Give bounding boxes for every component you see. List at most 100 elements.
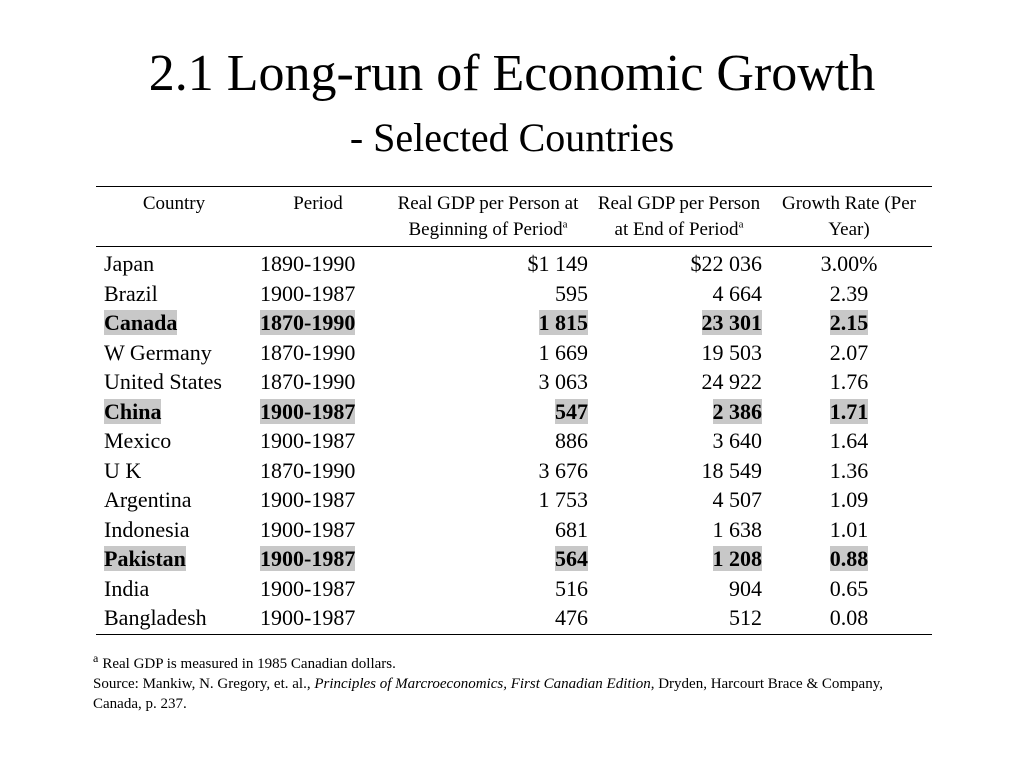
cell-begin: 476 <box>384 603 592 634</box>
cell-rate: 0.08 <box>766 603 932 634</box>
cell-rate-value: 0.65 <box>829 575 869 601</box>
cell-end: 3 640 <box>592 426 766 456</box>
cell-country-value: Indonesia <box>104 516 190 542</box>
cell-begin-value: 886 <box>555 428 588 453</box>
cell-begin-value: 476 <box>555 605 588 630</box>
table-row: China 1900-1987 547 2 386 1.71 <box>96 397 932 427</box>
cell-end-value: 23 301 <box>701 310 762 335</box>
cell-begin: 547 <box>384 397 592 427</box>
cell-period: 1900-1987 <box>252 544 384 574</box>
header-begin-footnote-marker: a <box>562 218 568 231</box>
cell-country-value: Japan <box>104 251 155 276</box>
cell-period: 1900-1987 <box>252 603 384 634</box>
cell-rate: 1.64 <box>766 426 932 456</box>
source-prefix: Source: Mankiw, N. Gregory, et. al., <box>93 676 315 692</box>
cell-period-value: 1890-1990 <box>260 251 356 276</box>
cell-begin: 886 <box>384 426 592 456</box>
cell-end: 19 503 <box>592 338 766 368</box>
cell-rate-value: 1.36 <box>829 457 869 483</box>
cell-period: 1900-1987 <box>252 515 384 545</box>
cell-begin-value: 681 <box>555 516 588 542</box>
table-row: W Germany 1870-1990 1 669 19 503 2.07 <box>96 338 932 368</box>
header-end-gdp: Real GDP per Person at End of Perioda <box>597 193 761 240</box>
cell-rate-value: 1.71 <box>829 398 869 424</box>
cell-end: 512 <box>592 603 766 634</box>
cell-begin: 1 669 <box>384 338 592 368</box>
cell-period: 1900-1987 <box>252 397 384 427</box>
cell-begin-value: $1 149 <box>527 251 589 276</box>
cell-end: 4 507 <box>592 485 766 515</box>
cell-period: 1900-1987 <box>252 426 384 456</box>
cell-country-value: Mexico <box>104 428 172 453</box>
growth-table-container: Country Period Real GDP per Person at Be… <box>96 186 932 635</box>
cell-country: China <box>96 397 252 427</box>
cell-end-value: 1 208 <box>712 546 762 571</box>
cell-rate-value: 0.88 <box>829 546 869 571</box>
cell-period-value: 1900-1987 <box>260 575 356 601</box>
cell-period-value: 1900-1987 <box>260 546 356 571</box>
cell-period: 1900-1987 <box>252 574 384 604</box>
header-growth-rate: Growth Rate (Per Year) <box>781 193 917 240</box>
cell-rate-value: 1.09 <box>829 487 869 512</box>
cell-rate: 0.65 <box>766 574 932 604</box>
cell-period-value: 1870-1990 <box>260 310 356 335</box>
cell-period: 1900-1987 <box>252 485 384 515</box>
table-row: Argentina 1900-1987 1 753 4 507 1.09 <box>96 485 932 515</box>
header-country: Country <box>142 193 206 214</box>
cell-country: Argentina <box>96 485 252 515</box>
cell-rate-value: 2.39 <box>829 280 869 306</box>
header-period: Period <box>293 193 343 214</box>
cell-rate: 1.09 <box>766 485 932 515</box>
cell-period: 1870-1990 <box>252 338 384 368</box>
cell-country: United States <box>96 367 252 397</box>
table-row: Bangladesh 1900-1987 476 512 0.08 <box>96 603 932 634</box>
cell-country: Japan <box>96 247 252 279</box>
cell-rate: 2.15 <box>766 308 932 338</box>
cell-begin-value: 1 669 <box>538 339 589 365</box>
source-citation: Source: Mankiw, N. Gregory, et. al., Pri… <box>93 674 933 714</box>
cell-begin: 516 <box>384 574 592 604</box>
cell-end-value: 24 922 <box>701 369 763 394</box>
table-row: Canada 1870-1990 1 815 23 301 2.15 <box>96 308 932 338</box>
cell-country-value: China <box>104 398 162 424</box>
header-end-footnote-marker: a <box>738 218 744 231</box>
cell-begin-value: 595 <box>555 280 588 306</box>
cell-begin: 3 063 <box>384 367 592 397</box>
cell-end-value: 2 386 <box>712 398 762 424</box>
cell-end-value: 18 549 <box>701 457 763 483</box>
footnote-text: Real GDP is measured in 1985 Canadian do… <box>102 656 396 672</box>
table-body: Japan 1890-1990 $1 149 $22 036 3.00% Brazil 19… <box>96 247 932 634</box>
cell-end-value: 512 <box>729 605 762 630</box>
cell-end: 1 638 <box>592 515 766 545</box>
cell-country: Bangladesh <box>96 603 252 634</box>
table-row: Mexico 1900-1987 886 3 640 1.64 <box>96 426 932 456</box>
cell-begin-value: 1 753 <box>538 487 589 512</box>
cell-country: U K <box>96 456 252 486</box>
cell-country: Brazil <box>96 279 252 309</box>
cell-country-value: United States <box>104 369 222 394</box>
cell-begin-value: 3 063 <box>538 369 589 394</box>
cell-country-value: Brazil <box>104 280 158 306</box>
cell-rate: 1.71 <box>766 397 932 427</box>
cell-country-value: W Germany <box>104 339 212 365</box>
cell-rate: 2.39 <box>766 279 932 309</box>
cell-begin: 1 815 <box>384 308 592 338</box>
footnote-marker: a <box>93 651 99 665</box>
cell-end: 18 549 <box>592 456 766 486</box>
table-row: Pakistan 1900-1987 564 1 208 0.88 <box>96 544 932 574</box>
cell-begin-value: 547 <box>555 398 588 424</box>
cell-rate-value: 1.64 <box>829 428 869 453</box>
cell-begin-value: 564 <box>555 546 588 571</box>
cell-rate: 1.01 <box>766 515 932 545</box>
cell-rate-value: 3.00% <box>820 251 878 276</box>
cell-country: W Germany <box>96 338 252 368</box>
cell-begin: 3 676 <box>384 456 592 486</box>
cell-country-value: Argentina <box>104 487 192 512</box>
table-row: Indonesia 1900-1987 681 1 638 1.01 <box>96 515 932 545</box>
cell-begin: 564 <box>384 544 592 574</box>
cell-rate: 3.00% <box>766 247 932 279</box>
cell-period-value: 1900-1987 <box>260 428 356 453</box>
footnotes: a Real GDP is measured in 1985 Canadian d… <box>93 651 933 714</box>
cell-period-value: 1870-1990 <box>260 369 356 394</box>
cell-rate-value: 1.01 <box>829 516 869 542</box>
